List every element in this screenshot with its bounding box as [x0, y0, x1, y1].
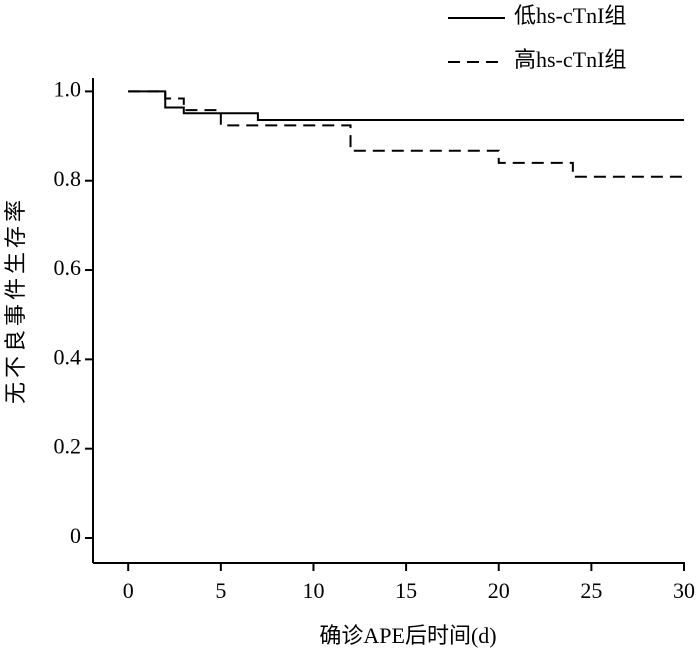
survival-line	[128, 90, 684, 178]
legend-label: 低hs-cTnI组	[514, 3, 626, 28]
y-axis-label: 无不良事件生存率	[3, 196, 28, 404]
x-tick-label: 0	[123, 578, 134, 603]
y-tick-label: 0.6	[54, 255, 82, 280]
y-tick-label: 0.8	[54, 166, 82, 191]
legend-label: 高hs-cTnI组	[514, 47, 626, 72]
x-tick-label: 25	[580, 578, 602, 603]
y-tick-label: 1.0	[54, 76, 82, 101]
x-tick-label: 20	[488, 578, 510, 603]
y-tick-label: 0	[70, 523, 81, 548]
survival-line	[128, 90, 684, 121]
x-tick-label: 5	[215, 578, 226, 603]
x-tick-label: 10	[302, 578, 324, 603]
y-tick-label: 0.4	[54, 344, 82, 369]
y-tick-label: 0.2	[54, 434, 82, 459]
x-axis-label: 确诊APE后时间(d)	[319, 623, 496, 648]
x-tick-label: 15	[395, 578, 417, 603]
x-tick-label: 30	[673, 578, 695, 603]
